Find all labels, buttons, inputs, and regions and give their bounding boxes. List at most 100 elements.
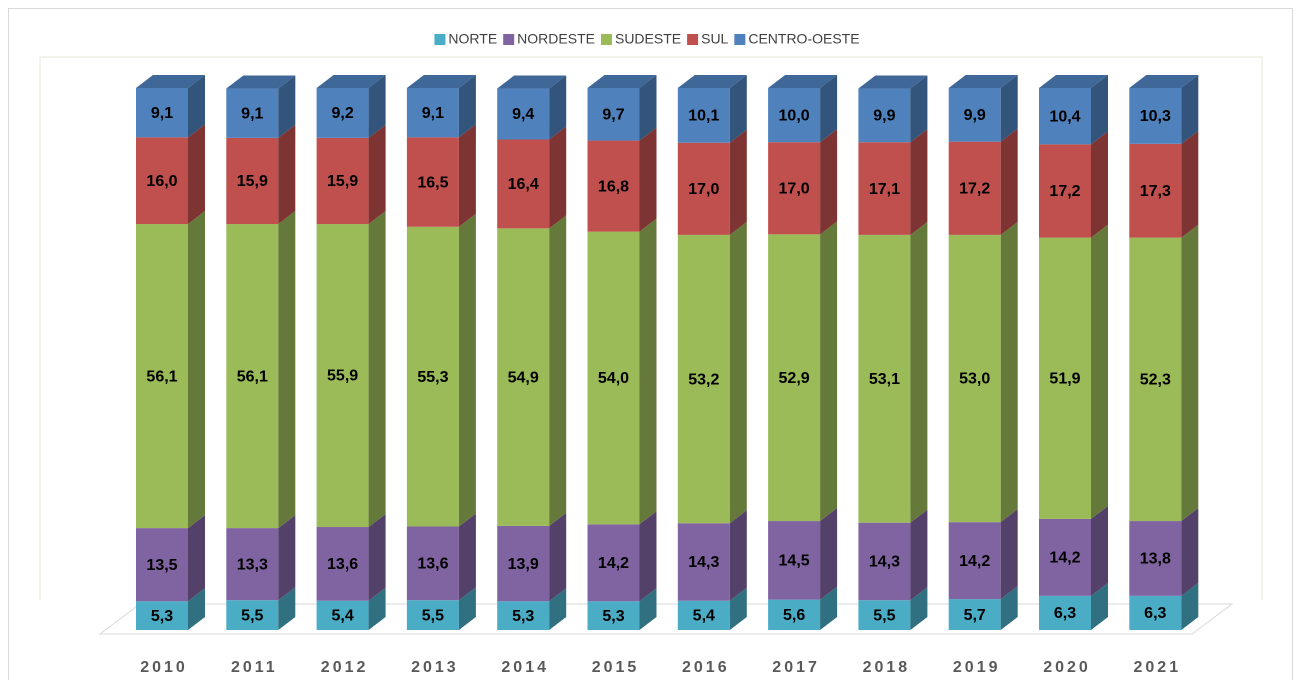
bar-segment bbox=[858, 522, 911, 601]
bar-side bbox=[910, 221, 928, 523]
value-label: 9,9 bbox=[873, 108, 895, 125]
value-label: 15,9 bbox=[327, 173, 358, 190]
value-label: 17,2 bbox=[1049, 183, 1080, 200]
bar-segment bbox=[587, 231, 640, 525]
value-label: 17,2 bbox=[959, 180, 990, 197]
bar-side bbox=[368, 514, 386, 601]
bar-segment bbox=[587, 601, 640, 630]
value-label: 16,0 bbox=[146, 173, 177, 190]
bar-side bbox=[188, 515, 205, 602]
bar-side bbox=[368, 124, 386, 225]
bar-side bbox=[278, 211, 296, 529]
value-label: 9,9 bbox=[964, 107, 986, 124]
bar-segment bbox=[136, 601, 188, 630]
value-label: 9,2 bbox=[331, 105, 353, 122]
bar-top bbox=[497, 75, 567, 89]
legend-label: SUDESTE bbox=[615, 31, 681, 47]
x-tick-label: 2015 bbox=[592, 659, 640, 676]
bar-side bbox=[1181, 224, 1199, 522]
bar-segment bbox=[316, 224, 369, 528]
bar-side bbox=[278, 124, 296, 225]
bar-segment bbox=[406, 137, 459, 227]
value-label: 13,5 bbox=[146, 557, 177, 574]
bar-segment bbox=[497, 228, 550, 526]
bar-side bbox=[278, 515, 296, 601]
x-tick-label: 2019 bbox=[953, 659, 1001, 676]
x-tick-label: 2017 bbox=[772, 659, 820, 676]
bar-segment bbox=[406, 600, 459, 630]
bar-segment bbox=[948, 141, 1001, 235]
bar-segment bbox=[858, 234, 911, 523]
bar-side bbox=[729, 221, 747, 524]
bar-side bbox=[458, 213, 476, 527]
bar-side bbox=[458, 75, 476, 138]
bar-segment bbox=[316, 88, 369, 138]
bar-segment bbox=[136, 224, 188, 529]
legend-swatch bbox=[687, 34, 699, 45]
bar-side bbox=[729, 129, 747, 235]
bar-side bbox=[188, 211, 205, 529]
value-label: 54,9 bbox=[508, 369, 539, 386]
bar-segment bbox=[948, 599, 1001, 630]
value-label: 9,7 bbox=[602, 107, 624, 124]
bar-segment bbox=[948, 522, 1001, 600]
value-label: 9,1 bbox=[151, 105, 173, 122]
bar-segment bbox=[768, 521, 821, 600]
bar-segment bbox=[858, 600, 911, 630]
value-label: 17,1 bbox=[869, 181, 900, 198]
value-label: 5,5 bbox=[241, 607, 263, 624]
bar-side bbox=[1091, 131, 1108, 238]
value-label: 5,7 bbox=[964, 607, 986, 624]
bar-side bbox=[1181, 508, 1199, 596]
value-label: 10,4 bbox=[1049, 108, 1080, 125]
bar-segment bbox=[858, 142, 911, 235]
bar-segment bbox=[497, 525, 550, 602]
bar-segment bbox=[497, 601, 550, 630]
value-label: 5,3 bbox=[512, 608, 534, 625]
bar-side bbox=[368, 587, 386, 630]
value-label: 56,1 bbox=[237, 368, 268, 385]
value-label: 5,5 bbox=[422, 607, 444, 624]
value-label: 52,3 bbox=[1140, 372, 1171, 389]
bar-segment bbox=[406, 88, 459, 138]
bar-top bbox=[858, 75, 928, 89]
bar-segment bbox=[948, 234, 1001, 523]
bar-segment bbox=[226, 137, 279, 225]
value-label: 14,2 bbox=[959, 553, 990, 570]
legend-label: NORDESTE bbox=[517, 31, 595, 47]
bar-segment bbox=[587, 524, 640, 602]
legend-label: CENTRO-OESTE bbox=[748, 31, 859, 47]
bar-side bbox=[820, 586, 838, 630]
value-label: 53,2 bbox=[688, 371, 719, 388]
bar-segment bbox=[316, 527, 369, 601]
x-tick-label: 2021 bbox=[1134, 659, 1182, 676]
bar-top bbox=[316, 75, 386, 88]
bar-segment bbox=[136, 88, 188, 138]
x-tick-label: 2013 bbox=[411, 659, 459, 676]
legend: NORTE NORDESTE SUDESTE SUL CENTRO-OESTE bbox=[434, 31, 860, 47]
value-label: 14,5 bbox=[779, 553, 810, 570]
bar-side bbox=[549, 75, 567, 140]
bar-segment bbox=[497, 88, 550, 140]
bar-segment bbox=[677, 600, 730, 630]
value-label: 10,0 bbox=[779, 107, 810, 124]
value-label: 5,6 bbox=[783, 607, 805, 624]
bar-segment bbox=[226, 88, 279, 138]
bar-side bbox=[729, 510, 747, 601]
bar-side bbox=[910, 509, 928, 601]
bar-top bbox=[948, 75, 1018, 88]
legend-swatch bbox=[434, 34, 446, 45]
bar-segment bbox=[406, 226, 459, 527]
bar-segment bbox=[677, 234, 730, 524]
bar-segment bbox=[497, 139, 550, 229]
x-tick-label: 2014 bbox=[501, 659, 549, 676]
value-label: 56,1 bbox=[146, 368, 177, 385]
bar-segment bbox=[768, 599, 821, 630]
bar-segment bbox=[587, 140, 640, 232]
legend-label: SUL bbox=[701, 31, 728, 47]
value-label: 5,4 bbox=[693, 608, 715, 625]
bar-top bbox=[406, 75, 476, 88]
bar-side bbox=[1181, 75, 1199, 144]
bar-segment bbox=[1039, 88, 1091, 145]
